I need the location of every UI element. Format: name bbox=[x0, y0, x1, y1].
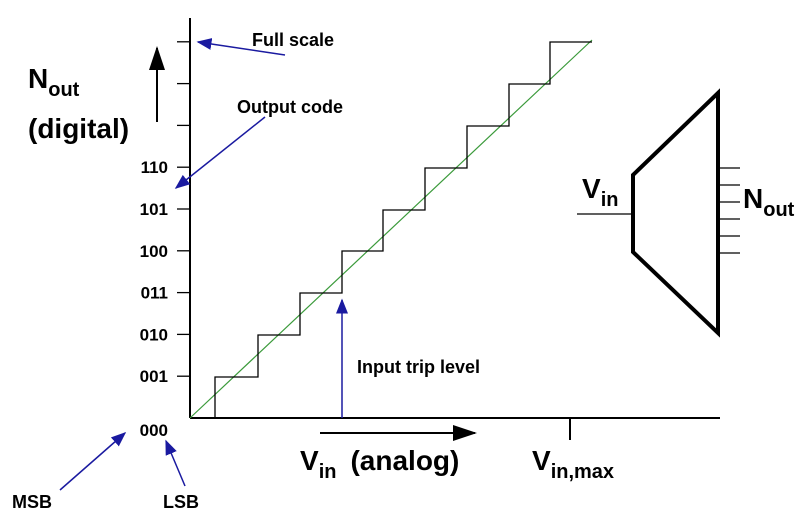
x-axis-sub: in bbox=[319, 461, 337, 483]
full-scale-arrow bbox=[196, 38, 286, 56]
vin-max-sub: in,max bbox=[551, 461, 614, 483]
full-scale-label: Full scale bbox=[252, 30, 334, 50]
code-label: 011 bbox=[141, 284, 168, 303]
code-label: 000 bbox=[140, 421, 168, 440]
y-axis-sub: out bbox=[48, 79, 79, 101]
trip-level-label: Input trip level bbox=[357, 357, 480, 377]
ideal-line bbox=[189, 39, 593, 419]
vin-max-label: Vin,max bbox=[532, 445, 614, 483]
x-axis-label: Vin (analog) bbox=[300, 445, 459, 483]
adc-block bbox=[631, 88, 720, 338]
vin-max-main: V bbox=[532, 445, 551, 476]
adc-input-sub: in bbox=[601, 189, 619, 211]
adc-input-label: Vin bbox=[582, 173, 618, 211]
code-label: 001 bbox=[140, 367, 168, 386]
output-code-label: Output code bbox=[237, 97, 343, 117]
lsb-label: LSB bbox=[163, 492, 199, 512]
lsb-arrow bbox=[165, 439, 186, 487]
msb-label: MSB bbox=[12, 492, 52, 512]
code-label: 101 bbox=[140, 200, 168, 219]
adc-output-sub: out bbox=[763, 199, 794, 221]
adc-output-main: N bbox=[743, 183, 763, 214]
x-axis-suffix: (analog) bbox=[350, 445, 459, 476]
output-code-arrow bbox=[174, 116, 266, 189]
msb-arrow bbox=[59, 432, 127, 491]
staircase bbox=[214, 41, 592, 418]
y-axis-line2: (digital) bbox=[28, 113, 129, 144]
code-label: 010 bbox=[140, 325, 168, 344]
code-label: 110 bbox=[141, 158, 168, 177]
adc-output-lines bbox=[718, 167, 740, 254]
y-axis-label: Nout bbox=[28, 63, 80, 101]
adc-output-label: Nout bbox=[743, 183, 795, 221]
y-ticks bbox=[177, 41, 190, 377]
x-axis-main: V bbox=[300, 445, 319, 476]
adc-input-main: V bbox=[582, 173, 601, 204]
code-label: 100 bbox=[140, 242, 168, 261]
y-axis-main: N bbox=[28, 63, 48, 94]
